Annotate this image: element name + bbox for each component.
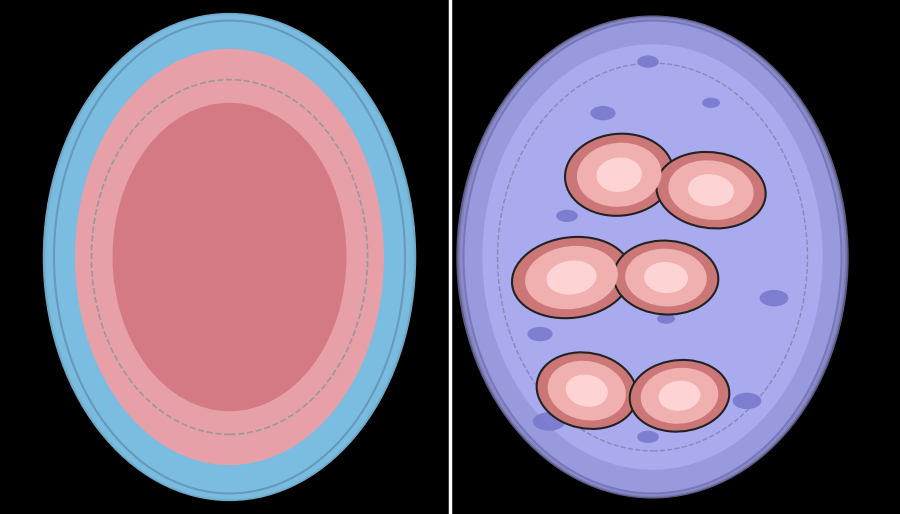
Ellipse shape xyxy=(75,49,384,465)
Ellipse shape xyxy=(577,143,662,207)
Ellipse shape xyxy=(533,412,565,431)
Ellipse shape xyxy=(556,210,578,222)
Ellipse shape xyxy=(527,327,553,341)
Ellipse shape xyxy=(546,261,597,295)
Ellipse shape xyxy=(525,246,618,309)
Ellipse shape xyxy=(733,393,761,409)
Ellipse shape xyxy=(460,18,845,496)
Ellipse shape xyxy=(626,249,707,306)
Ellipse shape xyxy=(722,186,754,205)
Ellipse shape xyxy=(597,157,642,192)
Ellipse shape xyxy=(45,14,414,500)
Ellipse shape xyxy=(669,160,753,220)
Ellipse shape xyxy=(656,152,766,228)
Ellipse shape xyxy=(565,134,673,216)
Ellipse shape xyxy=(702,98,720,108)
Ellipse shape xyxy=(54,21,405,493)
Ellipse shape xyxy=(590,106,616,120)
Ellipse shape xyxy=(52,19,407,495)
Ellipse shape xyxy=(630,360,729,432)
Ellipse shape xyxy=(462,19,843,494)
Ellipse shape xyxy=(659,381,700,411)
Ellipse shape xyxy=(536,353,637,429)
Ellipse shape xyxy=(47,16,412,498)
Ellipse shape xyxy=(688,174,734,206)
Ellipse shape xyxy=(512,237,631,318)
Ellipse shape xyxy=(641,368,718,424)
Ellipse shape xyxy=(614,241,718,315)
Ellipse shape xyxy=(548,361,626,420)
Ellipse shape xyxy=(456,15,849,499)
Ellipse shape xyxy=(464,21,842,493)
Ellipse shape xyxy=(42,13,416,501)
Ellipse shape xyxy=(458,16,847,498)
Ellipse shape xyxy=(637,56,659,68)
Ellipse shape xyxy=(50,17,410,497)
Ellipse shape xyxy=(657,314,675,324)
Ellipse shape xyxy=(482,44,823,470)
Ellipse shape xyxy=(637,431,659,443)
Ellipse shape xyxy=(112,103,346,411)
Ellipse shape xyxy=(760,290,788,306)
Ellipse shape xyxy=(644,262,688,293)
Ellipse shape xyxy=(566,375,608,407)
